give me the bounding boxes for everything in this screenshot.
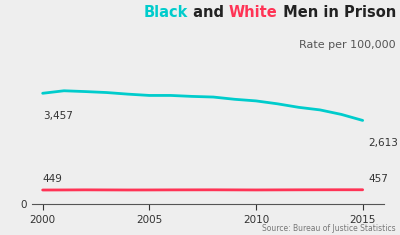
Text: Source: Bureau of Justice Statistics: Source: Bureau of Justice Statistics [262,224,396,233]
Text: White: White [229,5,278,20]
Text: 3,457: 3,457 [43,111,72,121]
Text: 457: 457 [368,174,388,184]
Text: Rate per 100,000: Rate per 100,000 [299,40,396,50]
Text: Black: Black [144,5,188,20]
Text: 2,613: 2,613 [368,138,398,149]
Text: Men in Prison: Men in Prison [278,5,396,20]
Text: and: and [188,5,229,20]
Text: 449: 449 [43,174,62,184]
